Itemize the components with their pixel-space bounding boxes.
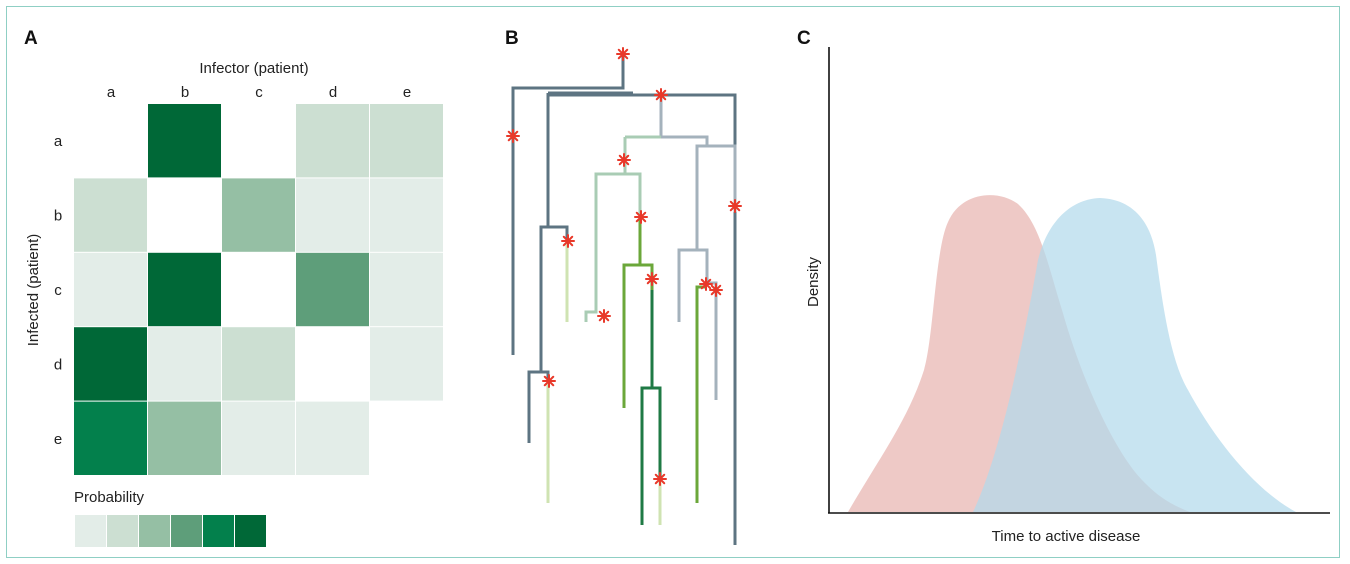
mutation-marker — [653, 472, 667, 486]
tree-branches-slate — [511, 53, 737, 545]
tree-branches-sage — [584, 135, 661, 322]
legend-title: Probability — [74, 489, 145, 506]
mutation-marker — [634, 210, 648, 224]
heatmap-cell-e-c — [222, 401, 295, 475]
heatmap-row-label-d: d — [54, 356, 62, 373]
heatmap-column-label-b: b — [181, 84, 189, 101]
mutation-marker — [645, 272, 659, 286]
heatmap-column-label-d: d — [329, 84, 337, 101]
heatmap-cell-e-b — [148, 401, 221, 475]
panel-c-letter: C — [797, 28, 811, 49]
mutation-marker — [561, 234, 575, 248]
heatmap-row-label-b: b — [54, 208, 62, 225]
density-curve-2 — [973, 198, 1296, 512]
heatmap-cell-b-b — [148, 178, 221, 252]
heatmap-cell-b-d — [296, 178, 369, 252]
heatmap-cell-c-a — [74, 252, 147, 327]
heatmap-column-label-c: c — [255, 84, 263, 101]
heatmap-cell-e-d — [296, 401, 369, 475]
legend-swatch-2 — [107, 515, 138, 547]
heatmap-cell-c-d — [296, 252, 369, 327]
panel-b-letter: B — [505, 28, 519, 49]
heatmap-cell-b-e — [370, 178, 443, 252]
heatmap-row-labels: a b c d e — [54, 133, 63, 448]
heatmap-cell-d-b — [148, 327, 221, 401]
probability-legend — [75, 515, 266, 547]
mutation-markers — [506, 47, 742, 486]
legend-swatch-3 — [139, 515, 170, 547]
mutation-marker — [654, 88, 668, 102]
heatmap-x-label: Infector (patient) — [199, 60, 308, 77]
mutation-marker — [542, 374, 556, 388]
heatmap-row-label-c: c — [54, 282, 62, 299]
transmission-tree — [511, 53, 737, 545]
heatmap-row-label-e: e — [54, 431, 62, 448]
tree-branches-green — [622, 217, 707, 503]
legend-swatch-5 — [203, 515, 234, 547]
heatmap-cell-b-a — [74, 178, 147, 252]
legend-swatch-1 — [75, 515, 106, 547]
heatmap-cell-c-c — [222, 252, 295, 327]
heatmap-cell-d-e — [370, 327, 443, 401]
mutation-marker — [728, 199, 742, 213]
heatmap-column-label-a: a — [107, 84, 116, 101]
density-y-label: Density — [805, 256, 822, 307]
heatmap-grid — [74, 104, 443, 475]
heatmap-column-labels: a b c d e — [107, 84, 411, 101]
heatmap-y-label: Infected (patient) — [25, 234, 42, 347]
heatmap-cell-d-c — [222, 327, 295, 401]
heatmap-column-label-e: e — [403, 84, 411, 101]
heatmap-cell-b-c — [222, 178, 295, 252]
legend-swatch-4 — [171, 515, 202, 547]
mutation-marker — [616, 47, 630, 61]
heatmap-cell-c-e — [370, 252, 443, 327]
mutation-marker — [617, 153, 631, 167]
heatmap-cell-e-e — [370, 401, 443, 475]
heatmap-cell-a-a — [74, 104, 147, 178]
tree-branches-dark-green — [640, 290, 662, 525]
mutation-marker — [506, 129, 520, 143]
heatmap-cell-a-b — [148, 104, 221, 178]
panel-a-letter: A — [24, 28, 38, 49]
heatmap-cell-c-b — [148, 252, 221, 327]
mutation-marker — [597, 309, 611, 323]
density-x-label: Time to active disease — [992, 528, 1141, 545]
mutation-marker — [709, 283, 723, 297]
legend-swatch-6 — [235, 515, 266, 547]
heatmap-cell-e-a — [74, 401, 147, 475]
heatmap-cell-d-d — [296, 327, 369, 401]
heatmap-cell-a-d — [296, 104, 369, 178]
heatmap-row-label-a: a — [54, 133, 63, 150]
tree-branches-lime — [546, 240, 662, 525]
heatmap-cell-d-a — [74, 327, 147, 401]
heatmap-cell-a-e — [370, 104, 443, 178]
mutation-marker — [699, 277, 713, 291]
heatmap-cell-a-c — [222, 104, 295, 178]
